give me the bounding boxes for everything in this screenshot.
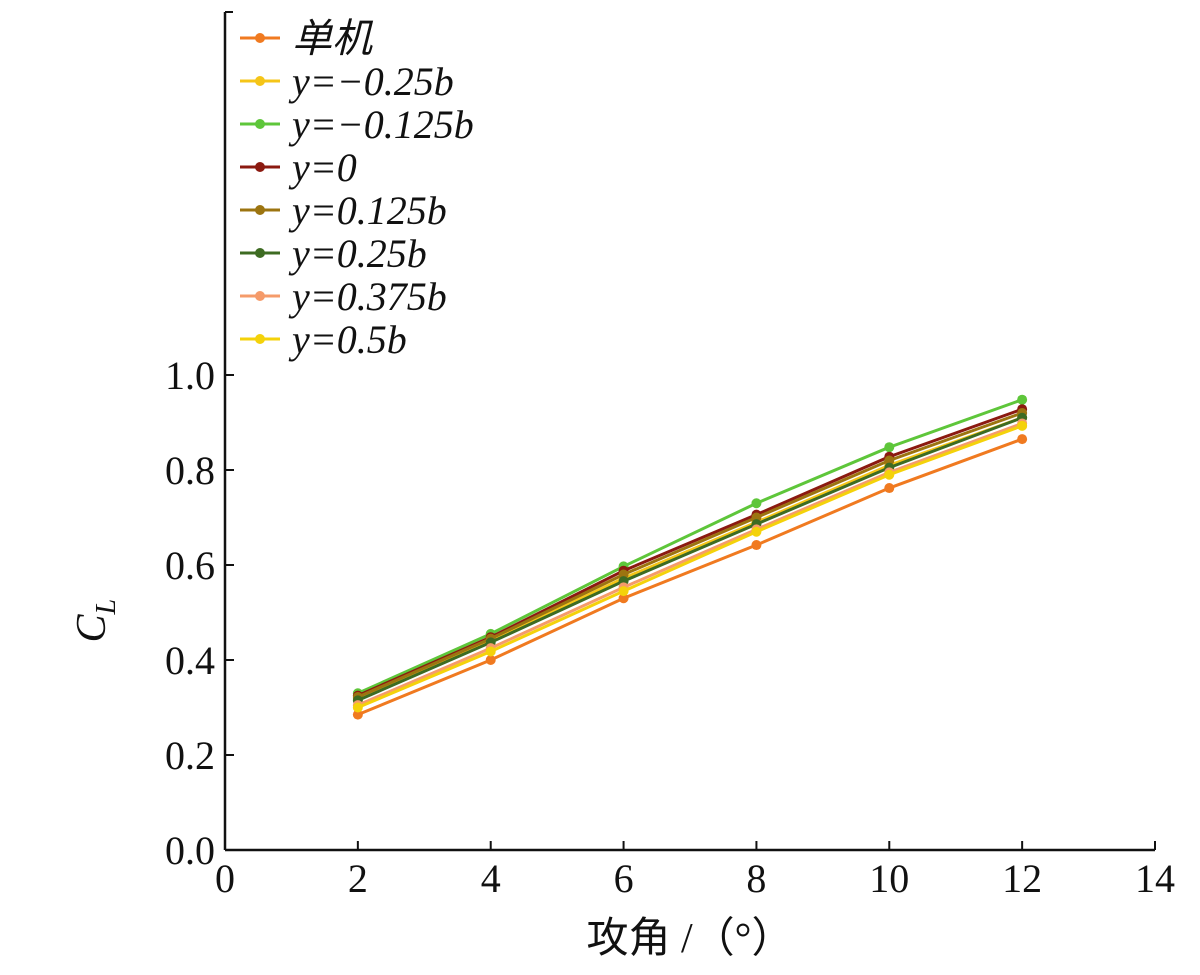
x-tick-label: 14	[1135, 856, 1175, 901]
data-point	[884, 483, 895, 494]
legend-entry: y=0	[240, 145, 357, 190]
x-tick-label: 8	[746, 856, 766, 901]
data-point	[751, 540, 762, 551]
x-tick-label: 6	[614, 856, 634, 901]
data-point	[751, 498, 762, 509]
series-line	[357, 422, 1023, 707]
x-tick-label: 0	[215, 856, 235, 901]
series-line	[357, 424, 1023, 709]
x-tick-label: 10	[869, 856, 909, 901]
series-line	[357, 398, 1023, 695]
series-line	[357, 437, 1023, 717]
x-tick-label: 4	[481, 856, 501, 901]
y-axis-title-subscript: L	[91, 599, 122, 616]
legend-entry: y=0.5b	[240, 317, 407, 362]
legend-label: y=−0.125b	[288, 102, 474, 147]
legend-label: y=0	[288, 145, 357, 190]
data-point	[1017, 420, 1028, 431]
series-line	[357, 416, 1023, 702]
data-point	[884, 469, 895, 480]
data-point	[884, 455, 895, 466]
legend-swatch-marker	[255, 76, 265, 86]
legend-entry: y=0.25b	[240, 231, 427, 276]
legend-swatch-marker	[255, 162, 265, 172]
y-axis-title: CL	[69, 599, 122, 643]
y-tick-label: 0.6	[165, 543, 215, 588]
legend-swatch-marker	[255, 291, 265, 301]
data-point	[618, 593, 629, 604]
series-layer	[352, 394, 1028, 720]
legend: 单机y=−0.25by=−0.125by=0y=0.125by=0.25by=0…	[240, 16, 474, 362]
series-line	[357, 411, 1023, 699]
y-tick-label: 0.8	[165, 448, 215, 493]
data-point	[751, 526, 762, 537]
data-point	[485, 655, 496, 665]
legend-label: 单机	[292, 16, 374, 61]
legend-entry: y=0.125b	[240, 188, 447, 233]
x-tick-label: 12	[1002, 856, 1042, 901]
y-axis-title-main: C	[69, 614, 115, 643]
series-7	[352, 420, 1028, 713]
legend-label: y=0.25b	[288, 231, 427, 276]
legend-label: y=0.375b	[288, 274, 447, 319]
legend-label: y=0.125b	[288, 188, 447, 233]
y-tick-label: 0.0	[165, 828, 215, 873]
legend-entry: y=−0.125b	[240, 102, 474, 147]
x-axis-title: 攻角 /（°）	[587, 916, 794, 962]
series-0	[352, 434, 1028, 720]
legend-swatch-marker	[255, 334, 265, 344]
legend-label: y=0.5b	[288, 317, 407, 362]
legend-swatch-marker	[255, 205, 265, 215]
legend-swatch-marker	[255, 33, 265, 43]
legend-entry: y=0.375b	[240, 274, 447, 319]
data-point	[352, 702, 363, 713]
legend-entry: y=−0.25b	[240, 59, 454, 104]
legend-label: y=−0.25b	[288, 59, 454, 104]
y-tick-label: 0.4	[165, 638, 215, 683]
legend-swatch-marker	[255, 119, 265, 129]
legend-entry: 单机	[240, 16, 374, 61]
data-point	[1017, 434, 1028, 445]
y-tick-label: 0.2	[165, 733, 215, 778]
data-point	[352, 709, 363, 720]
legend-swatch-marker	[255, 248, 265, 258]
data-point	[1017, 394, 1028, 405]
y-tick-label: 1.0	[165, 353, 215, 398]
axes: 0 2 4 6 8 10 12 14 0.0 0.2 0.4 0.6 0.8 1.0 攻角 /（°） CL	[69, 11, 1175, 962]
x-tick-label: 2	[348, 856, 368, 901]
data-point	[485, 646, 496, 657]
data-point	[884, 442, 895, 453]
data-point	[618, 586, 629, 597]
